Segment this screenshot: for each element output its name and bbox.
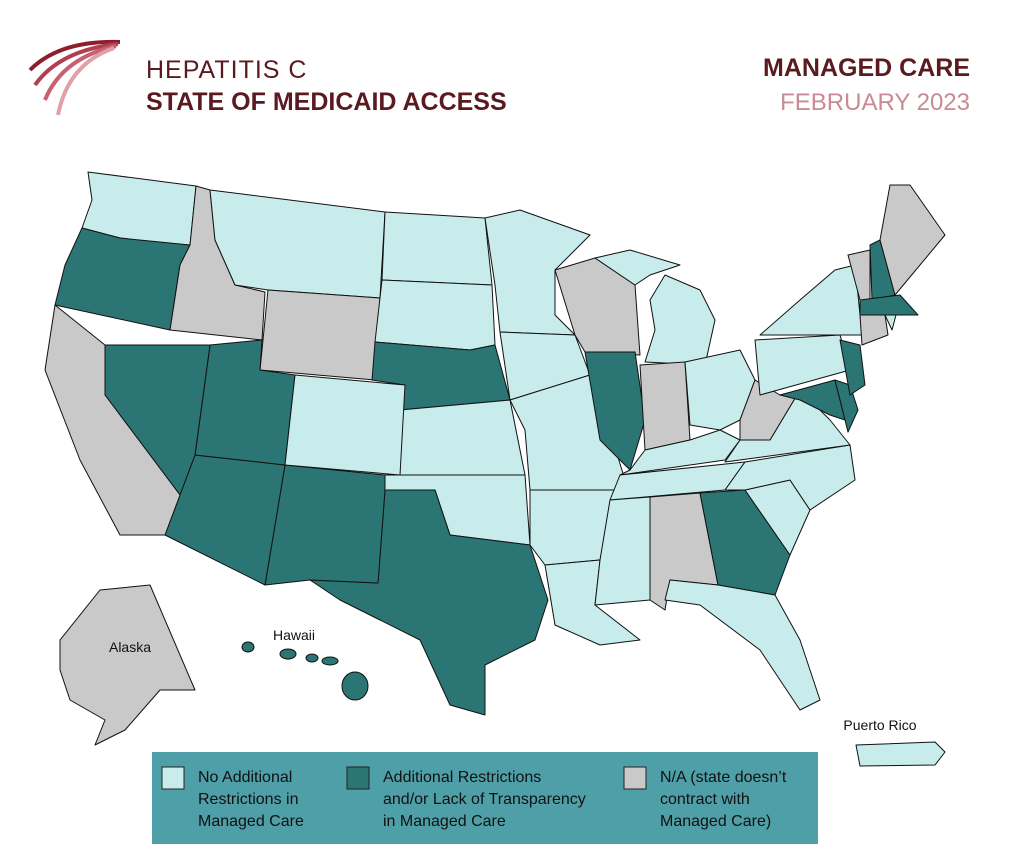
state bbox=[594, 249, 681, 286]
legend-label: N/A (state doesn’t bbox=[660, 769, 787, 786]
state bbox=[209, 189, 386, 299]
state bbox=[399, 399, 526, 476]
date: FEBRUARY 2023 bbox=[780, 89, 970, 116]
legend-swatch bbox=[623, 766, 647, 790]
state bbox=[879, 184, 946, 296]
state bbox=[859, 294, 919, 316]
topic: MANAGED CARE bbox=[763, 54, 970, 82]
state bbox=[779, 379, 846, 421]
state bbox=[264, 464, 386, 586]
state bbox=[381, 211, 493, 286]
state bbox=[309, 489, 549, 716]
state bbox=[639, 361, 691, 451]
state bbox=[594, 496, 651, 606]
states bbox=[44, 171, 946, 767]
logo-swoosh bbox=[33, 42, 119, 87]
title: HEPATITIS C bbox=[146, 56, 307, 84]
map-label: Puerto Rico bbox=[843, 717, 916, 733]
legend-label: Additional Restrictions bbox=[383, 769, 541, 786]
legend: No Additional Restrictions in Managed Care… bbox=[161, 766, 787, 830]
state bbox=[284, 374, 406, 476]
legend-label: in Managed Care bbox=[383, 813, 506, 830]
state bbox=[44, 304, 181, 536]
state bbox=[584, 351, 646, 471]
legend-label: and/or Lack of Transparency bbox=[383, 791, 586, 808]
state bbox=[664, 579, 821, 711]
state bbox=[321, 656, 339, 666]
state bbox=[305, 653, 319, 663]
logo-swoosh bbox=[43, 44, 117, 101]
state bbox=[341, 671, 369, 701]
state bbox=[619, 429, 741, 476]
state bbox=[884, 314, 897, 331]
state bbox=[241, 641, 255, 653]
state bbox=[724, 444, 856, 511]
map-label: Alaska bbox=[109, 639, 151, 655]
state bbox=[54, 227, 191, 331]
state bbox=[759, 264, 863, 336]
logo-swoosh bbox=[28, 39, 121, 72]
state bbox=[484, 209, 591, 336]
map-label: Hawaii bbox=[273, 627, 315, 643]
state bbox=[859, 314, 889, 346]
legend-swatch bbox=[346, 766, 370, 790]
state bbox=[839, 339, 866, 396]
state bbox=[259, 289, 381, 381]
legend-label: Restrictions in bbox=[198, 791, 298, 808]
legend-label: Managed Care bbox=[198, 813, 304, 830]
state bbox=[644, 274, 716, 366]
logo bbox=[28, 39, 121, 116]
legend-swatch bbox=[161, 766, 185, 790]
state bbox=[59, 584, 196, 746]
logo-swoosh bbox=[56, 46, 115, 116]
legend-label: contract with bbox=[660, 791, 750, 808]
legend-box bbox=[152, 752, 818, 844]
state bbox=[279, 648, 297, 660]
state bbox=[374, 279, 496, 351]
legend-label: No Additional bbox=[198, 769, 292, 786]
state bbox=[855, 741, 946, 767]
subtitle: STATE OF MEDICAID ACCESS bbox=[146, 88, 507, 116]
legend-label: Managed Care) bbox=[660, 813, 771, 830]
